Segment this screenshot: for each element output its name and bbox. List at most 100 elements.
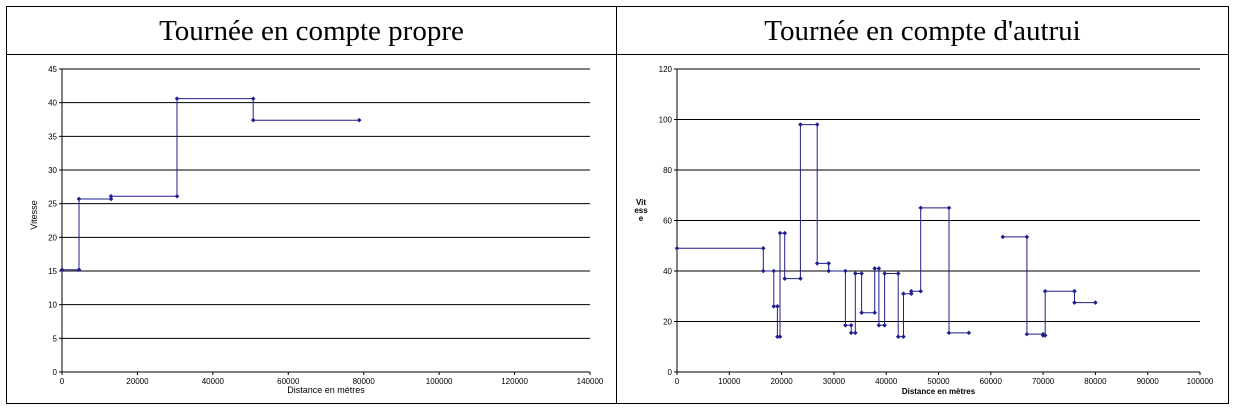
title-divider	[617, 54, 1228, 55]
chart-title-third-party: Tournée en compte d'autrui	[764, 15, 1081, 47]
y-tick-label: 60	[663, 217, 672, 226]
data-point	[859, 310, 864, 315]
data-point	[1042, 333, 1048, 338]
data-point	[250, 96, 256, 101]
data-point	[1093, 300, 1098, 305]
data-point	[250, 117, 256, 123]
title-divider	[7, 54, 616, 55]
data-point	[895, 334, 901, 339]
x-tick-label: 60000	[277, 377, 300, 386]
x-tick-label: 100000	[1187, 377, 1214, 386]
y-tick-label: 0	[53, 368, 58, 377]
data-point	[782, 230, 788, 236]
y-tick-label: 80	[663, 166, 672, 175]
data-point	[1072, 288, 1077, 294]
y-tick-label: 20	[48, 233, 57, 242]
chart-third-party: 0 20 40 60 80 100 120 0 10000 20000 30000 40000 5000…	[634, 65, 1214, 396]
data-point	[1000, 234, 1006, 240]
x-axis-label: Distance en mètres	[287, 385, 365, 395]
y-tick-label: 120	[659, 65, 673, 74]
x-axis-label: Distance en mètres	[902, 387, 976, 396]
data-point	[674, 245, 680, 251]
x-tick-label: 40000	[202, 377, 225, 386]
series-line	[677, 124, 969, 338]
data-point	[59, 267, 65, 272]
x-tick-label: 90000	[1137, 377, 1160, 386]
data-point	[76, 267, 82, 272]
data-point	[1024, 234, 1030, 240]
data-point	[872, 310, 877, 315]
y-tick-label: 0	[668, 368, 673, 377]
data-point	[876, 322, 882, 328]
data-point	[882, 322, 887, 328]
y-axis-label: Vitesse	[29, 200, 39, 229]
data-point	[1042, 288, 1048, 294]
data-point	[853, 271, 858, 276]
x-tick-label: 120000	[501, 377, 528, 386]
y-tick-label: 30	[48, 166, 57, 175]
data-point	[843, 268, 848, 274]
data-point	[826, 268, 831, 274]
chart-title-own-account: Tournée en compte propre	[159, 15, 464, 47]
data-point	[918, 205, 924, 211]
chart-panel-third-party: Tournée en compte d'autrui 0 20 40 60 80 100 1…	[617, 6, 1229, 404]
data-point	[814, 261, 820, 266]
x-tick-label: 30000	[823, 377, 846, 386]
series-line	[62, 98, 360, 271]
y-tick-label: 15	[48, 267, 57, 276]
x-tick-label: 0	[60, 377, 65, 386]
data-point	[174, 96, 180, 101]
data-point	[1072, 300, 1077, 305]
data-point	[108, 196, 114, 202]
x-tick-label: 70000	[1032, 377, 1055, 386]
data-point	[966, 330, 972, 336]
data-point	[174, 193, 180, 199]
x-tick-label: 60000	[980, 377, 1003, 386]
data-point	[108, 193, 114, 199]
y-tick-label: 10	[48, 301, 57, 310]
data-point	[782, 276, 788, 281]
x-tick-label: 20000	[126, 377, 149, 386]
data-point	[872, 266, 877, 271]
x-tick-label: 80000	[353, 377, 376, 386]
data-point	[775, 304, 780, 309]
x-tick-label: 10000	[718, 377, 741, 386]
data-point	[777, 334, 783, 339]
data-point	[771, 268, 777, 274]
data-point	[798, 276, 803, 281]
data-point	[356, 117, 362, 123]
data-point	[777, 230, 783, 236]
y-tick-label: 20	[663, 318, 672, 327]
chart-panel-own-account: Tournée en compte propre 0 5 10 15 20 25 30 35 4…	[6, 6, 617, 404]
data-point	[882, 271, 887, 276]
chart-own-account: 0 5 10 15 20 25 30 35 40 45 0 20000 40000 60000 80000 1…	[29, 65, 604, 395]
data-point	[876, 266, 882, 271]
data-point	[909, 291, 914, 297]
data-point	[946, 205, 952, 211]
data-point	[901, 291, 906, 297]
data-point	[909, 288, 914, 294]
data-point	[859, 271, 864, 276]
x-tick-label: 40000	[875, 377, 898, 386]
data-point	[814, 122, 820, 127]
data-point	[848, 330, 854, 336]
y-tick-label: 40	[48, 99, 57, 108]
data-point	[853, 330, 858, 336]
data-point	[76, 196, 82, 202]
data-point	[760, 245, 766, 251]
data-point	[901, 334, 906, 339]
x-tick-label: 80000	[1084, 377, 1107, 386]
data-point	[798, 122, 803, 127]
y-tick-label: 45	[48, 65, 57, 74]
x-tick-label: 0	[675, 377, 680, 386]
y-tick-label: 35	[48, 132, 57, 141]
data-point	[1024, 331, 1030, 337]
series-line	[1002, 236, 1096, 336]
y-tick-label: 40	[663, 267, 672, 276]
x-tick-label: 50000	[927, 377, 950, 386]
y-axis-label-line: ess	[634, 206, 648, 215]
data-point	[826, 261, 831, 266]
x-tick-label: 140000	[577, 377, 604, 386]
